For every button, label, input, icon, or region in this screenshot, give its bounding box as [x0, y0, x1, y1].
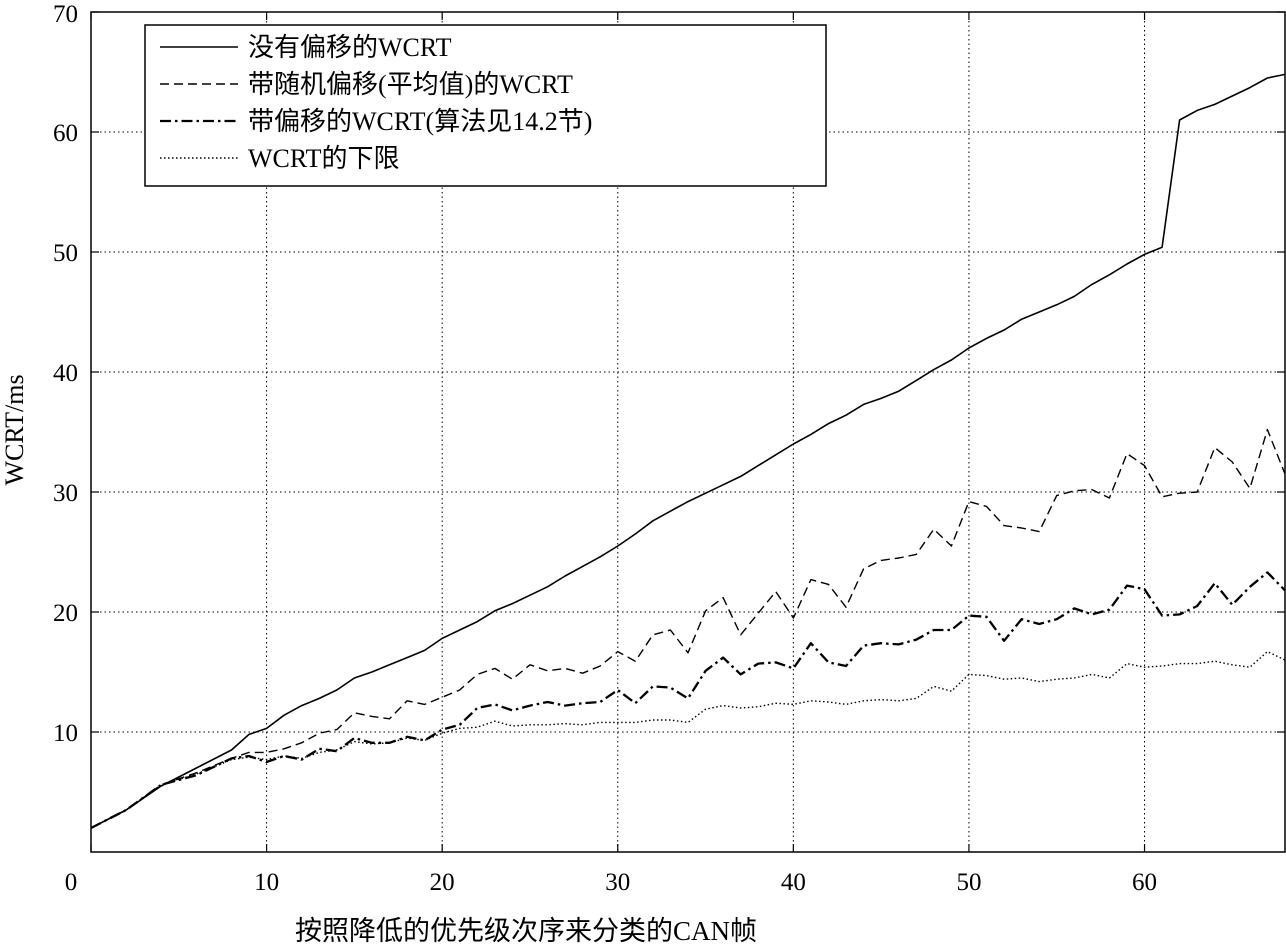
x-tick-label: 10 — [254, 869, 279, 896]
series-line-2 — [90, 428, 1286, 829]
y-tick-label: 50 — [53, 240, 78, 267]
axis-ticks: 0 10 20 30 40 50 60 10 20 30 40 50 60 70 — [53, 1, 1285, 896]
x-axis-label: 按照降低的优先级次序来分类的CAN帧 — [295, 916, 757, 946]
y-tick-label: 70 — [53, 1, 78, 28]
x-tick-label: 50 — [956, 869, 981, 896]
legend-label: 带随机偏移(平均值)的WCRT — [248, 70, 573, 99]
legend-box — [144, 24, 827, 187]
y-tick-label: 20 — [53, 600, 78, 627]
x-tick-label: 60 — [1132, 869, 1157, 896]
series-line-3 — [90, 571, 1286, 830]
x-tick-label: 20 — [430, 869, 455, 896]
y-tick-label: 60 — [53, 120, 78, 147]
x-tick-label: 30 — [605, 869, 630, 896]
series-line-1 — [90, 73, 1286, 829]
legend-label: WCRT的下限 — [248, 144, 400, 173]
y-axis-label: WCRT/ms — [0, 374, 29, 485]
legend-label: 带偏移的WCRT(算法见14.2节) — [248, 107, 592, 136]
x-tick-label: 40 — [781, 869, 806, 896]
legend-label: 没有偏移的WCRT — [248, 33, 452, 62]
series-line-4 — [90, 650, 1286, 829]
plot-series — [90, 73, 1286, 830]
legend: 没有偏移的WCRT 带随机偏移(平均值)的WCRT 带偏移的WCRT(算法见14.2… — [144, 24, 827, 187]
y-tick-label: 30 — [53, 480, 78, 507]
y-tick-label: 40 — [53, 360, 78, 387]
plot-frame — [90, 11, 1286, 853]
y-tick-label: 10 — [53, 720, 78, 747]
x-tick-label: 0 — [65, 869, 78, 896]
